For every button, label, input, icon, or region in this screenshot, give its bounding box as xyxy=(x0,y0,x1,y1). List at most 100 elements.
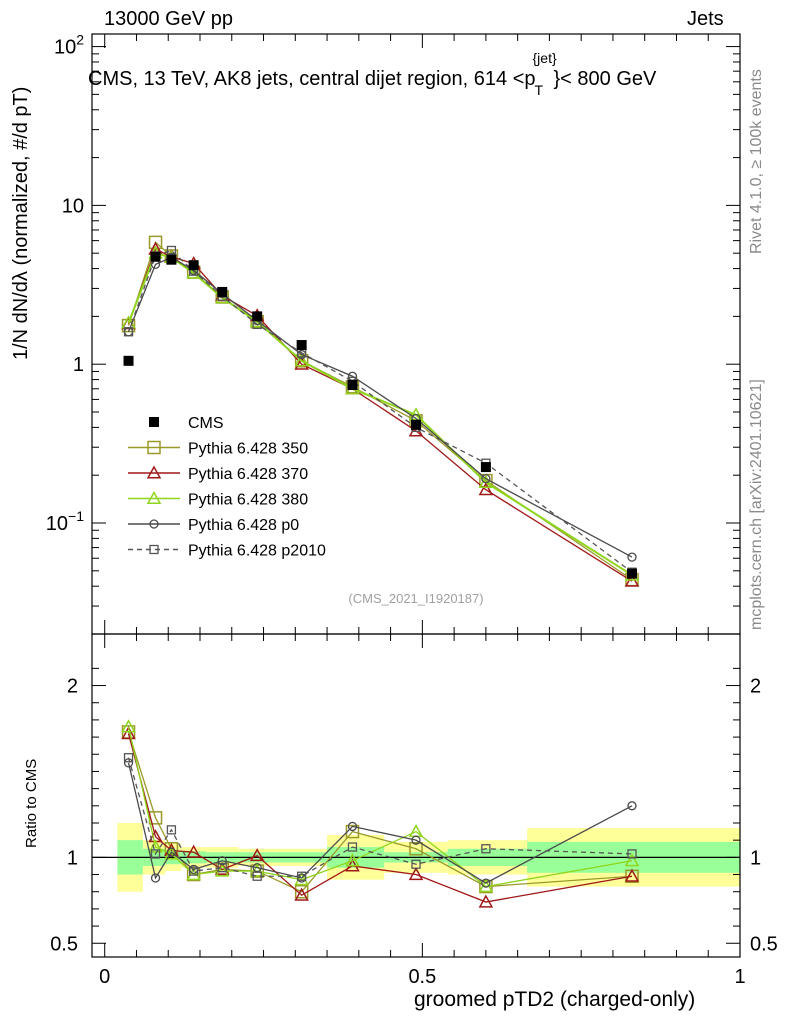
data-point xyxy=(478,482,494,496)
legend-label: Pythia 6.428 380 xyxy=(188,492,308,509)
rivet-version: Rivet 4.1.0, ≥ 100k events xyxy=(748,69,765,254)
data-point xyxy=(345,853,360,867)
data-point xyxy=(296,871,307,881)
data-point xyxy=(294,353,309,367)
legend-entry: Pythia 6.428 p2010 xyxy=(128,543,326,560)
ratio-y-tick-label: 2 xyxy=(67,676,78,698)
data-point xyxy=(345,824,360,839)
analysis-watermark: (CMS_2021_I1920187) xyxy=(348,591,483,606)
jets-label: Jets xyxy=(687,8,724,30)
plot-title: CMS, 13 TeV, AK8 jets, central dijet reg… xyxy=(88,50,656,98)
legend-label: Pythia 6.428 370 xyxy=(188,466,308,483)
data-point xyxy=(408,423,424,437)
data-point xyxy=(166,245,177,256)
ratio-y-tick-label: 0.5 xyxy=(50,933,78,955)
x-tick-label: 0.5 xyxy=(408,966,436,988)
data-point xyxy=(150,873,161,883)
data-point xyxy=(249,848,265,862)
legend-entry: Pythia 6.428 350 xyxy=(128,441,308,458)
legend-label: Pythia 6.428 p2010 xyxy=(188,543,326,560)
legend-label: CMS xyxy=(188,415,224,432)
ratio-line xyxy=(127,733,633,903)
legend-label: Pythia 6.428 p0 xyxy=(188,517,299,534)
data-point xyxy=(480,462,491,473)
data-point xyxy=(478,894,494,908)
data-point xyxy=(627,552,637,562)
data-point xyxy=(166,847,177,857)
y-tick-label: 102 xyxy=(54,32,84,59)
data-point xyxy=(146,465,162,479)
plot-title-main: CMS, 13 TeV, AK8 jets, central dijet reg… xyxy=(88,68,536,90)
ratio-uncertainty-bands xyxy=(92,822,740,892)
series-cms xyxy=(123,251,637,579)
data-point xyxy=(481,878,491,888)
ratio-frame xyxy=(91,633,741,958)
data-point xyxy=(411,419,421,430)
y-tick-label: 10−1 xyxy=(46,508,84,535)
data-point xyxy=(347,379,358,390)
data-point xyxy=(147,440,161,455)
y-tick-exponent: 2 xyxy=(76,32,84,48)
data-point xyxy=(217,863,227,873)
series-line xyxy=(127,251,633,576)
data-point xyxy=(347,842,358,852)
data-point xyxy=(186,844,201,858)
ratio-y-tick-label-right: 0.5 xyxy=(750,933,778,955)
data-point xyxy=(411,835,421,845)
main-y-axis-label: 1/N dN/dλ (normalized, #/d pT) xyxy=(10,86,32,360)
data-point xyxy=(627,849,637,859)
ratio-series-pythia-6-428-p2010 xyxy=(123,753,637,881)
x-tick-label: 0 xyxy=(99,966,110,988)
data-point xyxy=(294,872,309,886)
data-point xyxy=(123,355,134,366)
mcplots-credit: mcplots.cern.ch [arXiv:2401.10621] xyxy=(748,379,765,630)
data-point xyxy=(148,839,163,853)
data-point xyxy=(408,407,424,421)
ratio-y-tick-label-right: 1 xyxy=(750,847,761,869)
data-point xyxy=(123,753,134,763)
data-point xyxy=(217,856,227,866)
data-point xyxy=(217,286,228,297)
x-axis-label: groomed pTD2 (charged-only) xyxy=(414,988,696,1011)
ratio-series-pythia-6-428-p0 xyxy=(123,758,637,888)
data-point xyxy=(166,254,177,265)
data-point xyxy=(149,544,159,555)
y-tick-exponent: −1 xyxy=(68,508,84,524)
data-point xyxy=(188,866,199,876)
data-point xyxy=(146,490,162,505)
data-point xyxy=(149,417,159,427)
legend-entry: CMS xyxy=(149,415,224,432)
legend-entry: Pythia 6.428 p0 xyxy=(128,517,299,534)
axes-frame xyxy=(91,33,741,958)
legend: CMS Pythia 6.428 350 Pythia 6.428 370 Pythi… xyxy=(128,415,326,560)
data-point xyxy=(627,568,637,579)
data-point xyxy=(481,844,491,854)
data-point xyxy=(624,868,640,882)
data-point xyxy=(121,726,136,740)
data-point xyxy=(214,863,230,877)
y-tick-label: 10 xyxy=(62,195,84,217)
data-point xyxy=(296,340,307,351)
plot-title-sup: {jet} xyxy=(532,50,557,66)
data-point xyxy=(188,260,199,271)
legend-entry: Pythia 6.428 380 xyxy=(128,490,308,509)
legend-entry: Pythia 6.428 370 xyxy=(128,465,308,483)
data-point xyxy=(481,474,491,484)
data-point xyxy=(164,846,179,860)
ratio-y-tick-label-right: 2 xyxy=(750,676,761,698)
data-point xyxy=(166,825,177,835)
data-point xyxy=(347,821,358,832)
plot-title-sub: T xyxy=(534,82,544,98)
data-point xyxy=(252,871,262,881)
legend-label: Pythia 6.428 350 xyxy=(188,441,308,458)
data-point xyxy=(150,849,161,859)
energy-label: 13000 GeV pp xyxy=(104,8,233,30)
y-tick-label: 1 xyxy=(73,354,84,376)
data-point xyxy=(627,801,637,811)
data-point xyxy=(624,853,640,867)
x-tick-label: 1 xyxy=(734,966,745,988)
data-point xyxy=(294,887,309,901)
data-point xyxy=(252,311,263,322)
